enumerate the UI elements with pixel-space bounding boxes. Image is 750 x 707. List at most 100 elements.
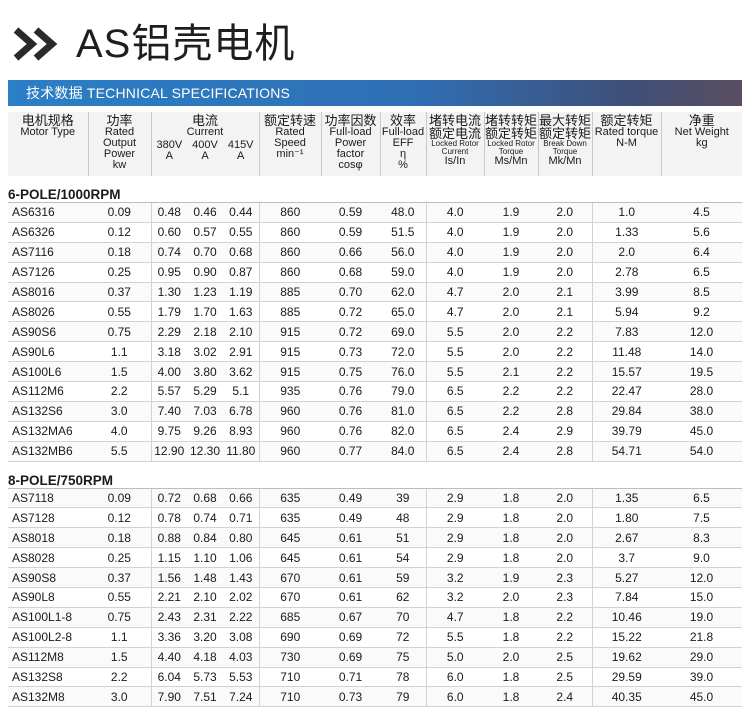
table-cell: 2.78	[591, 262, 662, 283]
table-cell: 29.59	[591, 667, 662, 688]
table-cell: 5.5	[88, 441, 151, 462]
table-cell: 2.8	[538, 401, 593, 422]
table-cell: 5.5	[425, 341, 485, 363]
table-cell: 3.80	[187, 361, 223, 383]
table-cell: 1.8	[484, 607, 539, 628]
table-cell: 4.00	[150, 361, 187, 383]
table-cell: 1.70	[187, 301, 223, 323]
table-cell: 0.55	[88, 301, 151, 323]
table-cell: 0.72	[321, 321, 381, 343]
table-cell: 3.7	[591, 547, 662, 569]
table-cell: 72.0	[380, 341, 427, 363]
table-cell: 1.43	[223, 567, 260, 589]
table-cell: 3.02	[187, 341, 223, 363]
table-cell: 2.10	[187, 587, 223, 608]
table-cell: 6.0	[425, 667, 485, 688]
table-cell: 1.10	[187, 547, 223, 569]
table-cell: 2.2	[538, 381, 593, 402]
table-row: AS6326 0.12 0.60 0.57 0.55 860 0.59 51.5 4.0 1.9 2…	[8, 222, 743, 243]
motor-type-cell: AS112M8	[8, 647, 88, 668]
table-cell: 22.47	[591, 381, 662, 402]
table-cell: 69.0	[380, 321, 427, 343]
table-cell: 0.73	[321, 341, 381, 363]
table-cell: 76.0	[380, 361, 427, 383]
double-chevron-icon	[13, 27, 58, 61]
section-title: 8-POLE/750RPM	[8, 461, 743, 489]
table-cell: 0.61	[321, 587, 381, 608]
table-cell: 40.35	[591, 686, 662, 707]
table-cell: 3.0	[88, 401, 151, 422]
table-cell: 2.0	[538, 488, 593, 509]
table-cell: 1.35	[591, 488, 662, 509]
table-cell: 7.83	[591, 321, 662, 343]
table-cell: 0.09	[88, 202, 151, 223]
table-cell: 1.5	[88, 361, 151, 383]
table-cell: 2.9	[425, 547, 485, 569]
table-cell: 0.68	[223, 242, 260, 263]
motor-type-cell: AS8018	[8, 527, 88, 549]
table-cell: 645	[258, 547, 322, 569]
table-cell: 0.77	[321, 441, 381, 462]
table-cell: 5.94	[591, 301, 662, 323]
table-cell: 1.8	[484, 686, 539, 707]
table-cell: 3.2	[425, 587, 485, 608]
col-power-factor: 功率因数 Full-load Power factor cosφ	[321, 112, 381, 176]
table-cell: 0.69	[321, 627, 381, 648]
table-cell: 0.55	[88, 587, 151, 608]
table-cell: 70	[380, 607, 427, 628]
table-cell: 0.70	[187, 242, 223, 263]
table-cell: 12.0	[661, 321, 743, 343]
table-cell: 0.59	[321, 222, 381, 243]
table-cell: 1.33	[591, 222, 662, 243]
table-cell: 75	[380, 647, 427, 668]
table-cell: 29.84	[591, 401, 662, 422]
section-title: 6-POLE/1000RPM	[8, 176, 743, 203]
motor-type-cell: AS8028	[8, 547, 88, 569]
table-cell: 0.74	[150, 242, 187, 263]
spec-banner: 技术数据 TECHNICAL SPECIFICATIONS	[8, 80, 742, 106]
table-cell: 0.48	[150, 202, 187, 223]
motor-type-cell: AS90L8	[8, 587, 88, 608]
motor-type-cell: AS112M6	[8, 381, 88, 402]
table-cell: 0.59	[321, 202, 381, 223]
table-cell: 685	[258, 607, 322, 628]
table-cell: 9.2	[661, 301, 743, 323]
table-cell: 12.90	[150, 441, 187, 462]
table-cell: 48	[380, 507, 427, 529]
table-cell: 3.36	[150, 627, 187, 648]
table-cell: 1.8	[484, 507, 539, 529]
table-cell: 645	[258, 527, 322, 549]
table-cell: 2.0	[538, 202, 593, 223]
table-cell: 0.76	[321, 381, 381, 402]
col-locked-torque: 堵转转矩 额定转矩 Locked Rotor Torque Ms/Mn	[484, 112, 539, 176]
table-cell: 2.1	[538, 282, 593, 303]
page-header: AS铝壳电机	[10, 14, 295, 74]
table-cell: 7.03	[187, 401, 223, 422]
table-cell: 59	[380, 567, 427, 589]
table-cell: 4.0	[425, 202, 485, 223]
table-cell: 51.5	[380, 222, 427, 243]
table-cell: 2.0	[484, 341, 539, 363]
table-cell: 0.18	[88, 242, 151, 263]
table-cell: 1.48	[187, 567, 223, 589]
table-cell: 3.08	[223, 627, 260, 648]
table-cell: 2.10	[223, 321, 260, 343]
table-cell: 0.71	[321, 667, 381, 688]
table-cell: 1.30	[150, 282, 187, 303]
table-cell: 1.0	[591, 202, 662, 223]
table-cell: 6.5	[661, 262, 743, 283]
table-cell: 0.12	[88, 507, 151, 529]
table-cell: 2.9	[425, 507, 485, 529]
motor-type-cell: AS132MB6	[8, 441, 88, 462]
table-cell: 51	[380, 527, 427, 549]
table-row: AS90S6 0.75 2.29 2.18 2.10 915 0.72 69.0 5.5 2.0 2…	[8, 321, 743, 343]
table-cell: 8.5	[661, 282, 743, 303]
table-cell: 0.76	[321, 401, 381, 422]
table-cell: 45.0	[661, 686, 743, 707]
table-cell: 860	[258, 242, 322, 263]
table-cell: 2.67	[591, 527, 662, 549]
table-cell: 0.25	[88, 547, 151, 569]
table-cell: 2.9	[425, 488, 485, 509]
table-cell: 635	[258, 488, 322, 509]
motor-type-cell: AS90L6	[8, 341, 88, 363]
